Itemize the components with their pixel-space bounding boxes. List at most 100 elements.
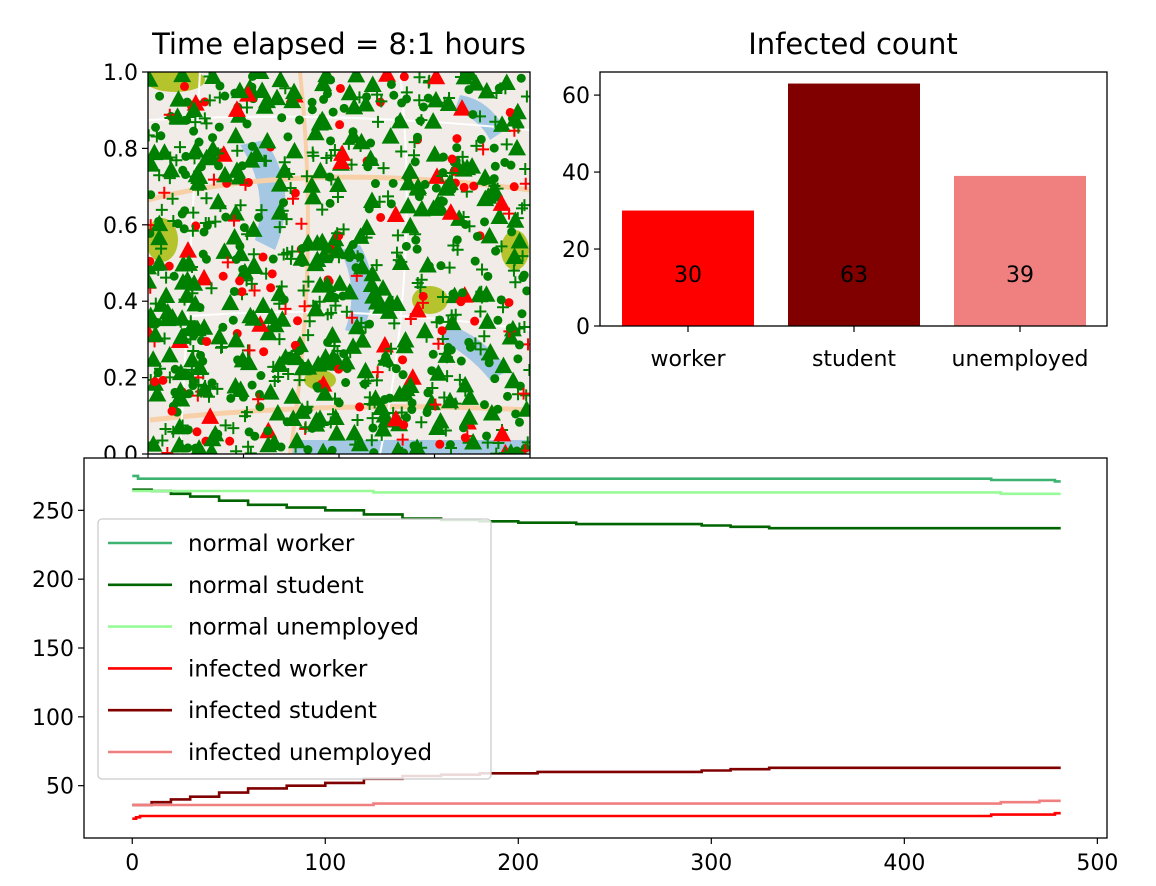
- normal-worker-marker: [456, 375, 475, 393]
- normal-unemployed-marker: [509, 276, 522, 289]
- normal-worker-marker: [431, 412, 450, 429]
- normal-unemployed-marker: [156, 434, 169, 447]
- normal-student-marker: [319, 94, 329, 104]
- infected-student-marker: [460, 433, 470, 443]
- normal-worker-marker: [316, 347, 335, 365]
- normal-unemployed-marker: [174, 315, 187, 328]
- normal-unemployed-marker: [519, 162, 530, 175]
- normal-worker-marker: [482, 403, 501, 421]
- normal-unemployed-marker: [413, 94, 426, 107]
- normal-worker-marker: [323, 326, 342, 343]
- infected-student-marker: [335, 83, 345, 93]
- legend-label: normal student: [188, 573, 364, 599]
- normal-worker-marker: [242, 151, 261, 168]
- normal-worker-marker: [259, 435, 278, 453]
- normal-student-marker: [169, 271, 179, 281]
- normal-student-marker: [283, 132, 293, 142]
- normal-worker-marker: [169, 90, 188, 107]
- normal-student-marker: [325, 172, 335, 182]
- normal-student-marker: [294, 115, 304, 125]
- normal-unemployed-marker: [283, 167, 296, 180]
- legend-label: infected worker: [188, 656, 368, 682]
- normal-student-marker: [407, 398, 417, 408]
- infected-unemployed-marker: [432, 337, 445, 350]
- normal-student-marker: [483, 271, 493, 281]
- normal-worker-marker: [455, 72, 474, 85]
- normal-unemployed-marker: [245, 277, 258, 290]
- normal-worker-marker: [428, 194, 447, 212]
- normal-student-marker: [191, 443, 201, 453]
- normal-worker-marker: [460, 408, 479, 425]
- normal-student-marker: [522, 286, 530, 296]
- infected-worker-marker: [195, 268, 214, 286]
- normal-student-marker: [456, 356, 466, 366]
- normal-unemployed-marker: [340, 305, 353, 318]
- normal-worker-marker: [361, 149, 380, 166]
- normal-worker-marker: [150, 228, 169, 246]
- y-tick-label: 60: [562, 84, 590, 109]
- normal-worker-marker: [186, 294, 205, 312]
- normal-worker-marker: [204, 72, 223, 84]
- y-tick-label: 0.2: [103, 367, 138, 392]
- normal-student-marker: [179, 224, 189, 234]
- normal-unemployed-marker: [363, 391, 376, 404]
- normal-student-marker: [328, 107, 338, 117]
- normal-worker-marker: [171, 381, 190, 399]
- normal-worker-marker: [283, 91, 302, 109]
- normal-unemployed-marker: [187, 206, 200, 219]
- infected-student-marker: [469, 181, 479, 191]
- normal-worker-marker: [170, 435, 189, 453]
- normal-worker-marker: [408, 179, 427, 196]
- normal-student-marker: [226, 393, 236, 403]
- normal-unemployed-marker: [273, 333, 286, 346]
- normal-unemployed-marker: [284, 252, 297, 265]
- normal-unemployed-marker: [255, 204, 268, 217]
- x-tick-label: 200: [497, 851, 539, 876]
- normal-student-marker: [490, 374, 500, 384]
- normal-student-marker: [389, 90, 399, 100]
- normal-worker-marker: [225, 227, 244, 245]
- normal-unemployed-marker: [242, 440, 255, 453]
- normal-student-marker: [412, 132, 422, 142]
- normal-worker-marker: [314, 246, 333, 264]
- normal-unemployed-marker: [337, 223, 350, 236]
- normal-unemployed-marker: [231, 144, 244, 157]
- normal-student-marker: [448, 289, 458, 299]
- normal-unemployed-marker: [407, 149, 420, 162]
- normal-unemployed-marker: [302, 275, 315, 288]
- normal-student-marker: [170, 364, 180, 374]
- normal-unemployed-marker: [200, 117, 213, 130]
- normal-worker-marker: [304, 187, 323, 205]
- normal-worker-marker: [353, 257, 372, 275]
- normal-unemployed-marker: [474, 343, 487, 356]
- normal-worker-marker: [345, 423, 364, 441]
- normal-student-marker: [472, 231, 482, 241]
- normal-worker-marker: [287, 431, 306, 449]
- infected-student-marker: [225, 436, 235, 446]
- normal-unemployed-marker: [512, 121, 525, 134]
- normal-unemployed-marker: [328, 335, 341, 348]
- normal-worker-marker: [148, 350, 163, 367]
- normal-unemployed-marker: [497, 301, 510, 314]
- x-tick-label: 500: [1076, 851, 1118, 876]
- normal-worker-marker: [148, 72, 159, 87]
- normal-unemployed-marker: [415, 416, 428, 429]
- normal-student-marker: [220, 91, 230, 101]
- normal-student-marker: [180, 170, 190, 180]
- line-plot: [132, 474, 1061, 820]
- normal-unemployed-marker: [481, 436, 494, 449]
- normal-student-marker: [303, 445, 313, 454]
- normal-unemployed-marker: [282, 367, 295, 380]
- normal-worker-marker: [374, 279, 393, 296]
- normal-unemployed-marker: [230, 445, 243, 454]
- normal-worker-marker: [285, 82, 304, 100]
- normal-student-marker: [238, 392, 248, 402]
- normal-student-marker: [502, 391, 512, 401]
- normal-student-marker: [277, 113, 287, 123]
- normal-student-marker: [489, 143, 499, 153]
- normal-worker-marker: [239, 353, 258, 371]
- normal-worker-marker: [506, 211, 525, 228]
- normal-student-marker: [452, 143, 462, 153]
- infected-worker-marker: [427, 72, 446, 85]
- legend-label: normal worker: [188, 531, 355, 557]
